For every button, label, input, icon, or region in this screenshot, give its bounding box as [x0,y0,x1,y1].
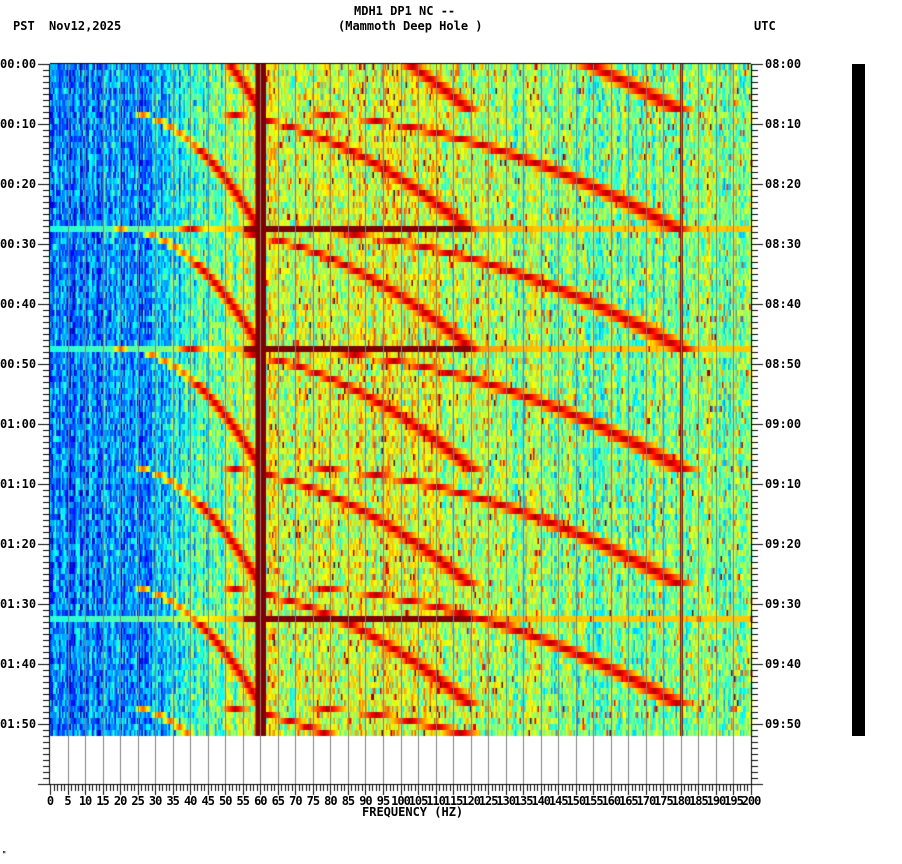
y-tick-label-left: 01:10 [0,477,37,491]
x-tick-label: 45 [201,794,214,808]
x-tick-label: 85 [341,794,355,808]
x-tick-label: 100 [391,794,411,808]
x-tick-label: 55 [236,794,250,808]
y-tick-label-right: 08:50 [765,357,802,371]
y-tick-label-left: 00:20 [0,177,37,191]
x-tick-label: 120 [461,794,481,808]
y-tick-label-right: 08:00 [765,57,802,71]
y-tick-label-left: 01:50 [0,717,37,731]
x-tick-label: 190 [706,794,727,808]
y-tick-label-left: 01:20 [0,537,37,551]
y-tick-label-right: 08:30 [765,237,802,251]
y-tick-label-left: 00:40 [0,297,37,311]
y-tick-label-right: 09:20 [765,537,802,551]
x-tick-label: 195 [724,794,744,808]
x-tick-label: 135 [513,794,534,808]
x-tick-label: 105 [408,794,429,808]
x-tick-label: 65 [271,794,285,808]
x-tick-label: 70 [289,794,302,808]
x-tick-label: 185 [689,794,709,808]
y-tick-label-left: 00:30 [0,237,37,251]
x-tick-label: 30 [148,794,162,808]
x-tick-label: 175 [654,794,674,808]
amplitude-bar [852,64,865,736]
corner-mark: ᴹ [2,850,7,858]
x-tick-label: 25 [131,794,144,808]
y-tick-label-right: 09:40 [765,657,802,671]
x-tick-label: 40 [183,794,197,808]
y-tick-label-right: 09:10 [765,477,802,491]
y-tick-label-left: 00:00 [0,57,37,71]
y-tick-label-right: 08:20 [765,177,802,191]
x-tick-label: 145 [548,794,569,808]
y-tick-label-right: 08:40 [765,297,802,311]
x-tick-label: 125 [478,794,499,808]
x-tick-label: 10 [78,794,92,808]
x-tick-label: 20 [113,794,127,808]
y-tick-label-right: 09:00 [765,417,802,431]
y-tick-label-left: 01:40 [0,657,37,671]
x-tick-label: 130 [496,794,516,808]
y-tick-label-left: 00:50 [0,357,37,371]
x-tick-label: 90 [359,794,372,808]
x-tick-label: 165 [618,794,639,808]
y-tick-label-right: 09:50 [765,717,802,731]
y-tick-label-left: 01:00 [0,417,37,431]
x-tick-label: 0 [46,794,54,808]
x-tick-label: 200 [741,794,762,808]
x-tick-label: 115 [443,794,464,808]
x-tick-label: 155 [583,794,604,808]
y-tick-label-left: 01:30 [0,597,37,611]
y-tick-label-right: 09:30 [765,597,802,611]
y-tick-label-right: 08:10 [765,117,802,131]
x-tick-label: 180 [671,794,692,808]
x-tick-label: 80 [324,794,337,808]
x-tick-label: 95 [376,794,390,808]
x-tick-label: 15 [96,794,109,808]
x-tick-label: 170 [636,794,657,808]
x-tick-label: 50 [219,794,232,808]
x-tick-label: 140 [531,794,551,808]
y-tick-label-left: 00:10 [0,117,37,131]
x-tick-label: 110 [426,794,446,808]
x-tick-label: 5 [64,794,71,808]
x-tick-label: 35 [166,794,179,808]
x-axis-title: FREQUENCY (HZ) [362,805,464,819]
x-tick-label: 60 [254,794,267,808]
x-tick-label: 75 [306,794,320,808]
x-tick-label: 150 [566,794,586,808]
x-tick-label: 160 [601,794,621,808]
